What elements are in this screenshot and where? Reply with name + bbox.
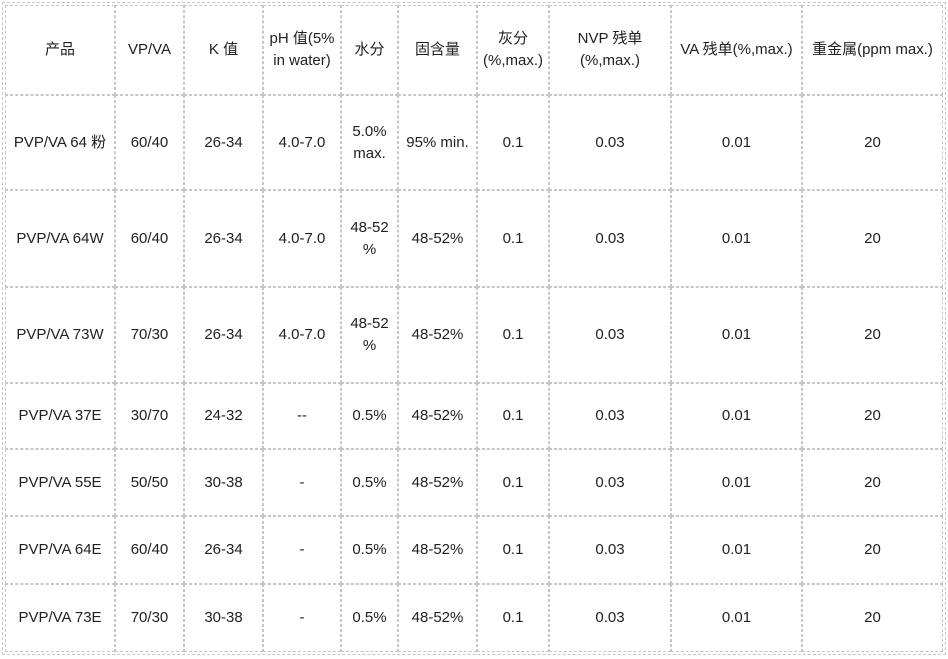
table-cell: - bbox=[263, 516, 341, 584]
table-cell: 0.1 bbox=[477, 95, 549, 190]
table-cell: PVP/VA 64W bbox=[5, 190, 115, 287]
table-cell: 0.5% bbox=[341, 516, 398, 584]
table-cell: 0.01 bbox=[671, 449, 802, 516]
table-cell: 26-34 bbox=[184, 516, 263, 584]
column-header: NVP 残单 (%,max.) bbox=[549, 5, 671, 95]
table-cell: 0.01 bbox=[671, 383, 802, 449]
table-cell: 20 bbox=[802, 95, 943, 190]
column-header: pH 值(5% in water) bbox=[263, 5, 341, 95]
column-header: VA 残单(%,max.) bbox=[671, 5, 802, 95]
table-cell: 0.01 bbox=[671, 516, 802, 584]
table-cell: - bbox=[263, 584, 341, 652]
table-cell: 20 bbox=[802, 449, 943, 516]
table-cell: 48-52% bbox=[398, 449, 477, 516]
table-cell: 48-52% bbox=[398, 383, 477, 449]
table-row: PVP/VA 64 粉 60/40 26-34 4.0-7.0 5.0% max. 95%… bbox=[5, 95, 943, 190]
table-cell: 26-34 bbox=[184, 95, 263, 190]
table-cell: 0.03 bbox=[549, 449, 671, 516]
table-cell: 0.1 bbox=[477, 516, 549, 584]
table-cell: 50/50 bbox=[115, 449, 184, 516]
table-cell: 70/30 bbox=[115, 287, 184, 383]
table-row: PVP/VA 64W 60/40 26-34 4.0-7.0 48-52 % 48-52%… bbox=[5, 190, 943, 287]
table-cell: 0.5% bbox=[341, 584, 398, 652]
table-cell: 70/30 bbox=[115, 584, 184, 652]
table-cell: 0.1 bbox=[477, 449, 549, 516]
table-cell: 48-52% bbox=[398, 287, 477, 383]
table-row: PVP/VA 55E 50/50 30-38-0.5% 48-52% 0.1 0.03 0.… bbox=[5, 449, 943, 516]
table-cell: 5.0% max. bbox=[341, 95, 398, 190]
table-row: PVP/VA 73W 70/30 26-34 4.0-7.0 48-52 % 48-52%… bbox=[5, 287, 943, 383]
table-cell: 48-52% bbox=[398, 584, 477, 652]
table-cell: 0.03 bbox=[549, 190, 671, 287]
table-cell: 60/40 bbox=[115, 95, 184, 190]
table-cell: 30-38 bbox=[184, 449, 263, 516]
table-row: PVP/VA 73E 70/30 30-38-0.5% 48-52% 0.1 0.03 0.… bbox=[5, 584, 943, 652]
table-cell: 20 bbox=[802, 516, 943, 584]
table-cell: PVP/VA 37E bbox=[5, 383, 115, 449]
table-cell: 0.03 bbox=[549, 383, 671, 449]
table-cell: 20 bbox=[802, 383, 943, 449]
table-cell: 0.1 bbox=[477, 383, 549, 449]
header-row: 产品 VP/VA K 值 pH 值(5% in water) 水分 固含量 灰分 (%,ma… bbox=[5, 5, 943, 95]
table-cell: 60/40 bbox=[115, 516, 184, 584]
table-cell: 0.01 bbox=[671, 287, 802, 383]
table-cell: 48-52% bbox=[398, 516, 477, 584]
table-row: PVP/VA 37E 30/70 24-32 -- 0.5% 48-52% 0.1 0.03 0… bbox=[5, 383, 943, 449]
table-cell: 0.03 bbox=[549, 287, 671, 383]
column-header: K 值 bbox=[184, 5, 263, 95]
table-cell: PVP/VA 64 粉 bbox=[5, 95, 115, 190]
table-cell: 4.0-7.0 bbox=[263, 287, 341, 383]
table-cell: - bbox=[263, 449, 341, 516]
column-header: 重金属(ppm max.) bbox=[802, 5, 943, 95]
table-cell: 26-34 bbox=[184, 287, 263, 383]
table-row: PVP/VA 64E 60/40 26-34-0.5% 48-52% 0.1 0.03 0.… bbox=[5, 516, 943, 584]
table-cell: PVP/VA 73E bbox=[5, 584, 115, 652]
table-cell: 0.01 bbox=[671, 190, 802, 287]
column-header: 产品 bbox=[5, 5, 115, 95]
table-body: PVP/VA 64 粉 60/40 26-34 4.0-7.0 5.0% max. 95%… bbox=[5, 95, 943, 652]
table-cell: 48-52 % bbox=[341, 287, 398, 383]
column-header: 灰分 (%,max.) bbox=[477, 5, 549, 95]
product-spec-table: 产品 VP/VA K 值 pH 值(5% in water) 水分 固含量 灰分 (%,ma… bbox=[5, 5, 943, 652]
table-cell: 60/40 bbox=[115, 190, 184, 287]
table-cell: 0.01 bbox=[671, 95, 802, 190]
table-cell: 26-34 bbox=[184, 190, 263, 287]
table-cell: 0.1 bbox=[477, 287, 549, 383]
column-header: 固含量 bbox=[398, 5, 477, 95]
table-cell: PVP/VA 55E bbox=[5, 449, 115, 516]
table-cell: 20 bbox=[802, 584, 943, 652]
table-cell: PVP/VA 64E bbox=[5, 516, 115, 584]
table-cell: 0.03 bbox=[549, 516, 671, 584]
table-cell: PVP/VA 73W bbox=[5, 287, 115, 383]
table-cell: 20 bbox=[802, 190, 943, 287]
table-cell: 0.1 bbox=[477, 190, 549, 287]
table-cell: 30/70 bbox=[115, 383, 184, 449]
table-cell: 24-32 bbox=[184, 383, 263, 449]
table-cell: 0.5% bbox=[341, 449, 398, 516]
column-header: 水分 bbox=[341, 5, 398, 95]
table-cell: 0.01 bbox=[671, 584, 802, 652]
table-cell: 0.03 bbox=[549, 95, 671, 190]
table-cell: 0.1 bbox=[477, 584, 549, 652]
table-cell: 4.0-7.0 bbox=[263, 95, 341, 190]
table-cell: 48-52 % bbox=[341, 190, 398, 287]
column-header: VP/VA bbox=[115, 5, 184, 95]
table-cell: 0.03 bbox=[549, 584, 671, 652]
table-cell: 4.0-7.0 bbox=[263, 190, 341, 287]
table-cell: -- bbox=[263, 383, 341, 449]
table-cell: 95% min. bbox=[398, 95, 477, 190]
table-cell: 48-52% bbox=[398, 190, 477, 287]
table-cell: 30-38 bbox=[184, 584, 263, 652]
table-cell: 20 bbox=[802, 287, 943, 383]
table-cell: 0.5% bbox=[341, 383, 398, 449]
